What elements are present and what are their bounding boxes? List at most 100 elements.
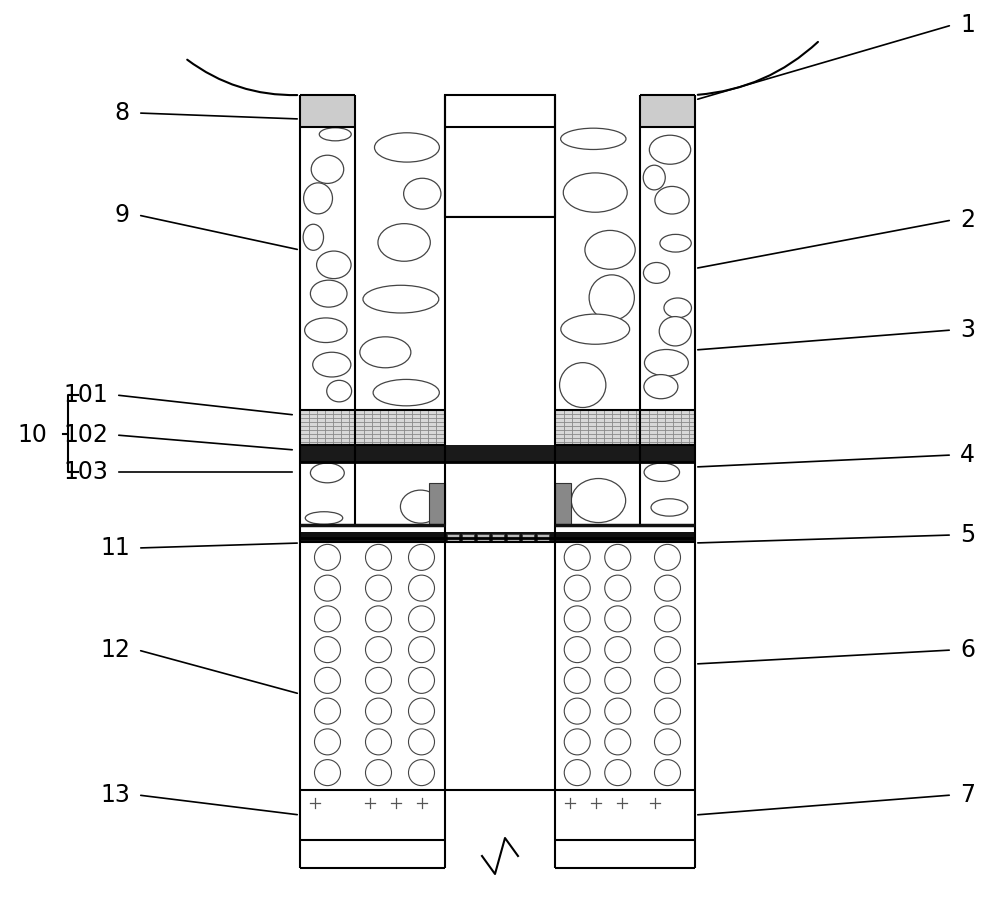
- Circle shape: [564, 575, 590, 601]
- Bar: [447, 534, 459, 542]
- Ellipse shape: [373, 380, 439, 406]
- Bar: [300, 532, 695, 542]
- Circle shape: [314, 759, 340, 786]
- Circle shape: [409, 759, 434, 786]
- Text: 8: 8: [115, 101, 130, 125]
- Ellipse shape: [561, 128, 626, 149]
- Circle shape: [654, 575, 680, 601]
- Ellipse shape: [589, 275, 634, 321]
- Bar: [300, 445, 695, 462]
- Circle shape: [564, 606, 590, 631]
- Bar: [300, 790, 355, 840]
- Circle shape: [605, 728, 631, 755]
- Ellipse shape: [374, 133, 439, 162]
- Circle shape: [409, 575, 434, 601]
- Text: 10: 10: [17, 423, 47, 447]
- Ellipse shape: [304, 183, 332, 214]
- Text: 5: 5: [960, 523, 975, 547]
- Bar: [468, 97, 484, 125]
- Circle shape: [314, 545, 340, 571]
- Circle shape: [605, 575, 631, 601]
- Ellipse shape: [560, 362, 606, 408]
- Bar: [555, 483, 571, 525]
- Circle shape: [366, 575, 392, 601]
- Circle shape: [409, 637, 434, 662]
- Text: 13: 13: [100, 783, 130, 807]
- Text: 101: 101: [63, 383, 108, 407]
- Text: 12: 12: [100, 638, 130, 662]
- Text: 103: 103: [63, 460, 108, 484]
- Text: 3: 3: [960, 318, 975, 342]
- Bar: [300, 542, 355, 790]
- Circle shape: [605, 606, 631, 631]
- Ellipse shape: [363, 285, 439, 313]
- Text: 1: 1: [960, 13, 975, 37]
- Circle shape: [409, 606, 434, 631]
- Bar: [477, 534, 489, 542]
- Ellipse shape: [310, 280, 347, 307]
- Ellipse shape: [651, 499, 688, 516]
- Circle shape: [366, 668, 392, 693]
- Bar: [356, 410, 444, 445]
- Circle shape: [564, 699, 590, 724]
- Ellipse shape: [561, 314, 630, 344]
- Text: 6: 6: [960, 638, 975, 662]
- Circle shape: [314, 728, 340, 755]
- Ellipse shape: [400, 490, 441, 523]
- Bar: [537, 534, 549, 542]
- Circle shape: [366, 545, 392, 571]
- Ellipse shape: [571, 478, 626, 523]
- Ellipse shape: [660, 235, 691, 252]
- Bar: [448, 97, 464, 125]
- Circle shape: [564, 637, 590, 662]
- Circle shape: [564, 728, 590, 755]
- Bar: [508, 97, 524, 125]
- Ellipse shape: [664, 298, 691, 318]
- Circle shape: [314, 699, 340, 724]
- Circle shape: [314, 668, 340, 693]
- Bar: [641, 410, 694, 445]
- Bar: [640, 95, 695, 127]
- Circle shape: [654, 759, 680, 786]
- Text: 102: 102: [63, 423, 108, 447]
- Circle shape: [605, 699, 631, 724]
- Bar: [429, 483, 445, 525]
- Circle shape: [314, 637, 340, 662]
- Text: 9: 9: [115, 203, 130, 227]
- Circle shape: [654, 699, 680, 724]
- Circle shape: [366, 728, 392, 755]
- Bar: [300, 95, 695, 868]
- Ellipse shape: [563, 173, 627, 212]
- Bar: [640, 542, 695, 790]
- Bar: [300, 95, 355, 127]
- Circle shape: [654, 668, 680, 693]
- Bar: [300, 462, 355, 525]
- Ellipse shape: [644, 463, 680, 481]
- Bar: [555, 127, 640, 410]
- Circle shape: [654, 606, 680, 631]
- Circle shape: [564, 545, 590, 571]
- Circle shape: [409, 668, 434, 693]
- Ellipse shape: [659, 316, 691, 346]
- Ellipse shape: [643, 263, 670, 284]
- Circle shape: [605, 759, 631, 786]
- Ellipse shape: [644, 350, 688, 376]
- Circle shape: [654, 545, 680, 571]
- Ellipse shape: [644, 374, 678, 399]
- Ellipse shape: [360, 337, 411, 368]
- Ellipse shape: [649, 135, 691, 164]
- Circle shape: [564, 668, 590, 693]
- Text: 11: 11: [100, 536, 130, 560]
- Ellipse shape: [305, 318, 347, 342]
- Ellipse shape: [585, 230, 635, 269]
- Circle shape: [366, 759, 392, 786]
- Circle shape: [564, 759, 590, 786]
- Circle shape: [409, 728, 434, 755]
- Text: 4: 4: [960, 443, 975, 467]
- Circle shape: [605, 668, 631, 693]
- Circle shape: [654, 728, 680, 755]
- Bar: [556, 410, 639, 445]
- Ellipse shape: [643, 165, 665, 190]
- Bar: [492, 534, 504, 542]
- Bar: [522, 534, 534, 542]
